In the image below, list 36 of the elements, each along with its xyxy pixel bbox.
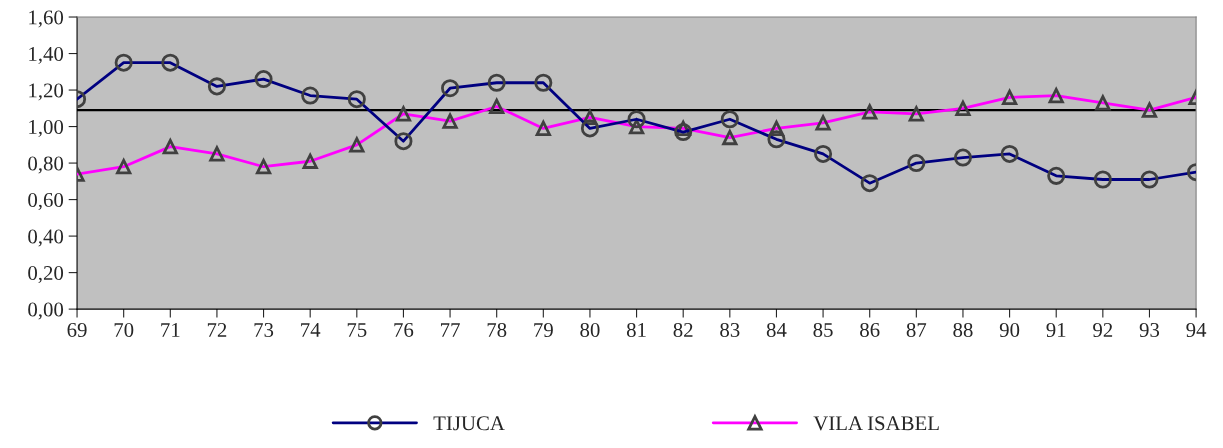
x-tick-label: 75 bbox=[347, 323, 367, 337]
x-tick-label: 74 bbox=[301, 323, 321, 337]
x-tick-label: 85 bbox=[813, 322, 833, 337]
x-tick-label: 88 bbox=[953, 322, 973, 337]
x-tick-label: 71 bbox=[161, 323, 180, 337]
x-tick-label: 81 bbox=[626, 322, 646, 337]
x-tick-label: 73 bbox=[254, 322, 274, 337]
x-tick-label: 83 bbox=[720, 322, 740, 337]
x-tick-label: 84 bbox=[766, 322, 787, 337]
x-tick-label: 76 bbox=[394, 322, 414, 337]
y-tick-label: 1,60 bbox=[29, 10, 64, 28]
x-tick-label: 93 bbox=[1139, 322, 1160, 337]
y-tick-label: 1,40 bbox=[29, 46, 64, 64]
y-tick-label: 1,00 bbox=[29, 119, 64, 137]
y-tick-label: 0,80 bbox=[28, 156, 64, 174]
y-tick-label: 0,60 bbox=[28, 192, 64, 211]
x-tick-label: 90 bbox=[999, 322, 1020, 337]
legend-label: VILA ISABEL bbox=[813, 416, 939, 431]
x-tick-label: 78 bbox=[487, 322, 507, 337]
y-tick-label: 0,40 bbox=[28, 229, 64, 247]
x-tick-label: 69 bbox=[67, 322, 87, 337]
x-tick-label: 79 bbox=[534, 322, 553, 337]
x-tick-label: 86 bbox=[860, 322, 880, 337]
x-tick-label: 80 bbox=[580, 322, 600, 337]
x-tick-label: 70 bbox=[114, 322, 134, 337]
x-tick-label: 92 bbox=[1093, 322, 1113, 337]
x-tick-label: 94 bbox=[1186, 322, 1207, 337]
y-tick-label: 1,20 bbox=[29, 83, 64, 101]
x-tick-label: 91 bbox=[1046, 322, 1066, 337]
x-tick-label: 77 bbox=[441, 323, 460, 337]
x-tick-label: 82 bbox=[673, 322, 693, 337]
x-tick-label: 87 bbox=[906, 322, 927, 337]
y-tick-label: 0,20 bbox=[28, 265, 64, 284]
y-tick-label: 0,00 bbox=[28, 302, 64, 320]
x-tick-label: 72 bbox=[207, 322, 227, 337]
legend-label: TIJUCA bbox=[433, 416, 505, 431]
